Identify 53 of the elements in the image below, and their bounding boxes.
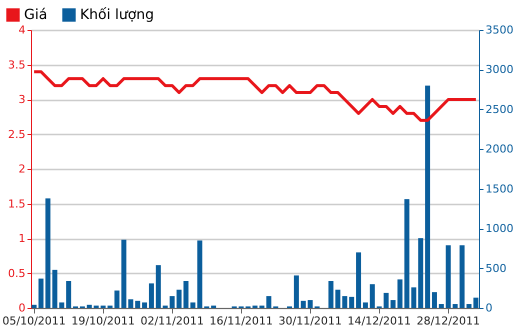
bar (397, 279, 402, 308)
bar (460, 245, 465, 308)
bar (176, 290, 182, 308)
bar (328, 280, 334, 308)
y-tick-label: 4 (18, 24, 26, 36)
y2-tick-label: 500 (486, 262, 506, 275)
bar (32, 304, 37, 308)
x-tick-label: 30/11/2011 (278, 314, 342, 328)
bar (183, 280, 188, 308)
bar (466, 304, 472, 308)
legend-label: Giá (24, 7, 48, 23)
x-tick-label: 02/11/2011 (140, 314, 204, 328)
bar (114, 290, 120, 308)
y-tick-label: 3 (18, 93, 26, 106)
bar (38, 278, 44, 308)
y2-tick-label: 3500 (486, 24, 514, 36)
bar (349, 296, 354, 308)
y2-tick-label: 1500 (486, 182, 514, 196)
y-tick-label: 0 (18, 302, 26, 314)
y2-tick-label: 3000 (486, 63, 514, 76)
bar (156, 265, 161, 308)
y-tick-label: 3.5 (8, 58, 26, 72)
y-tick-label: 1.5 (8, 197, 26, 210)
y-tick-label: 0.5 (8, 266, 26, 280)
y2-tick-label: 0 (486, 302, 492, 314)
bar (190, 302, 196, 308)
x-tick-label: 14/12/2011 (348, 314, 411, 328)
bar (294, 275, 299, 308)
y-tick-label: 2 (18, 162, 26, 176)
y-tick-label: 1 (18, 232, 26, 245)
bar (390, 300, 396, 308)
legend-label: Khối lượng (80, 7, 154, 23)
y2-tick-label: 2000 (486, 142, 514, 156)
bar (438, 304, 444, 308)
x-tick-label: 16/11/2011 (209, 314, 273, 328)
y-tick-label: 2.5 (8, 128, 26, 141)
bar (370, 284, 375, 308)
bar (45, 198, 50, 308)
bar (432, 292, 437, 308)
bar (142, 302, 148, 308)
bar (135, 300, 140, 308)
y2-tick-label: 2500 (486, 102, 514, 116)
bar (148, 283, 154, 308)
bar (404, 199, 410, 308)
bar (362, 302, 368, 308)
bar (356, 252, 362, 308)
x-tick-label: 05/10/2011 (2, 314, 66, 328)
y2-tick-label: 1000 (486, 222, 514, 236)
bar (425, 86, 430, 308)
line-series (32, 70, 478, 122)
x-tick-label: 19/10/2011 (71, 314, 135, 328)
x-tick-label: 28/12/2011 (416, 314, 480, 328)
bar (66, 280, 72, 308)
